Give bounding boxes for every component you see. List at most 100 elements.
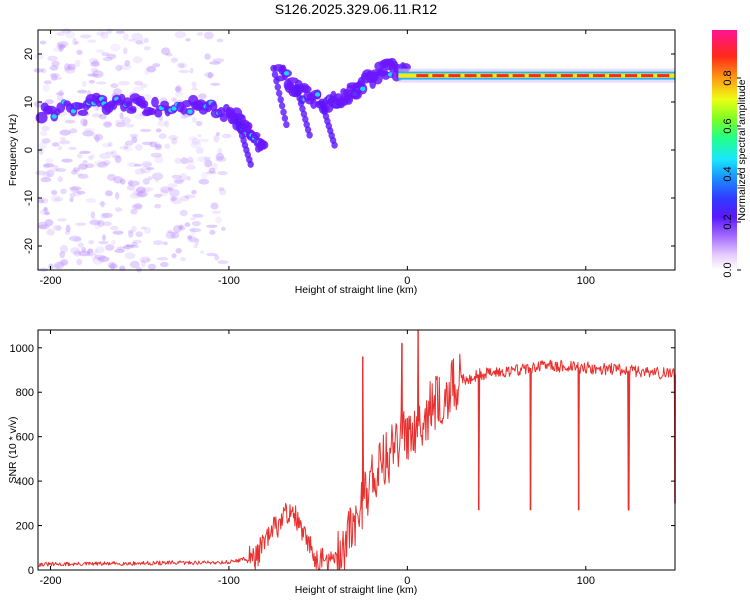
noise-blob — [216, 38, 224, 43]
noise-blob — [49, 65, 59, 71]
signal-core — [360, 86, 366, 92]
noise-blob — [69, 197, 74, 203]
noise-blob — [103, 160, 111, 166]
noise-blob — [179, 209, 188, 217]
noise-blob — [44, 219, 54, 227]
noise-blob — [94, 134, 100, 143]
noise-blob — [107, 173, 116, 181]
noise-blob — [55, 92, 65, 96]
noise-blob — [59, 251, 66, 259]
noise-blob — [103, 121, 112, 128]
noise-blob — [91, 70, 104, 78]
signal-blob — [283, 121, 290, 129]
noise-blob — [142, 162, 153, 167]
noise-blob — [128, 231, 134, 238]
colorbar-tick-label: 0.4 — [722, 166, 734, 181]
noise-blob — [43, 206, 48, 212]
carrier-peak — [448, 74, 461, 78]
spectrogram-y-label: Frequency (Hz) — [7, 114, 19, 186]
noise-blob — [132, 86, 145, 92]
noise-blob — [175, 248, 182, 254]
noise-blob — [77, 242, 84, 248]
noise-blob — [191, 137, 201, 145]
noise-blob — [201, 171, 208, 179]
noise-blob — [115, 64, 123, 72]
signal-core — [171, 106, 177, 111]
noise-blob — [122, 245, 134, 249]
noise-blob — [144, 67, 150, 75]
noise-blob — [59, 245, 68, 253]
noise-blob — [217, 260, 229, 264]
noise-blob — [118, 80, 130, 86]
noise-blob — [195, 120, 203, 127]
noise-blob — [140, 166, 152, 174]
noise-blob — [189, 67, 194, 74]
signal-blob — [276, 89, 283, 97]
y-tick-label: 200 — [16, 521, 34, 533]
x-tick-label: 100 — [577, 575, 595, 587]
y-tick-label: 20 — [23, 48, 35, 60]
noise-blob — [113, 176, 123, 184]
noise-blob — [143, 37, 149, 44]
noise-blob — [196, 31, 204, 36]
signal-blob — [278, 102, 286, 110]
noise-blob — [107, 261, 117, 269]
noise-blob — [128, 229, 134, 234]
noise-blob — [215, 152, 224, 161]
noise-blob — [126, 185, 136, 191]
snr-x-ticks: -200 -100 0 100 — [39, 330, 595, 587]
noise-blob — [150, 152, 163, 158]
noise-blob — [86, 248, 94, 257]
noise-blob — [133, 202, 143, 210]
noise-blob — [173, 225, 182, 233]
noise-blob — [88, 80, 96, 84]
noise-blob — [57, 145, 63, 151]
noise-blob — [198, 93, 207, 99]
noise-blob — [119, 146, 129, 150]
noise-blob — [39, 40, 47, 45]
signal-blob — [302, 115, 309, 123]
colorbar-gradient — [712, 30, 737, 270]
noise-blob — [175, 86, 181, 92]
noise-blob — [131, 204, 143, 209]
carrier-peak — [592, 74, 605, 78]
signal-blob — [130, 106, 137, 113]
noise-blob — [110, 83, 119, 89]
noise-blob — [215, 132, 220, 136]
y-tick-label: -10 — [23, 190, 35, 206]
noise-blob — [206, 224, 218, 228]
noise-blob — [102, 143, 112, 148]
noise-blob — [56, 31, 65, 36]
noise-blob — [165, 231, 176, 239]
noise-blob — [60, 259, 69, 266]
noise-blob — [46, 169, 55, 178]
noise-blob — [170, 57, 178, 63]
noise-blob — [69, 235, 81, 242]
noise-blob — [42, 171, 51, 179]
noise-blob — [191, 116, 197, 124]
noise-blob — [94, 160, 105, 168]
noise-blob — [167, 187, 174, 191]
snr-panel: -200 -100 0 100 0 200 400 600 800 1000 Height of… — [7, 329, 676, 596]
noise-blob — [125, 243, 130, 251]
noise-blob — [157, 120, 168, 127]
noise-blob — [106, 53, 117, 60]
noise-blob — [82, 160, 88, 164]
noise-blob — [175, 85, 182, 93]
signal-blob — [304, 126, 312, 134]
noise-blob — [74, 59, 81, 67]
noise-blob — [34, 53, 44, 60]
spectrogram-plot-area — [38, 30, 675, 270]
noise-blob — [164, 143, 171, 149]
noise-blob — [44, 211, 50, 216]
noise-blob — [123, 47, 128, 55]
carrier-peak — [609, 74, 621, 78]
noise-blob — [91, 113, 102, 118]
noise-blob — [58, 89, 64, 96]
signal-blob — [293, 84, 300, 92]
noise-blob — [125, 124, 135, 128]
noise-blob — [191, 220, 201, 227]
signal-core — [187, 109, 193, 114]
noise-blob — [98, 201, 107, 206]
noise-blob — [72, 167, 81, 172]
